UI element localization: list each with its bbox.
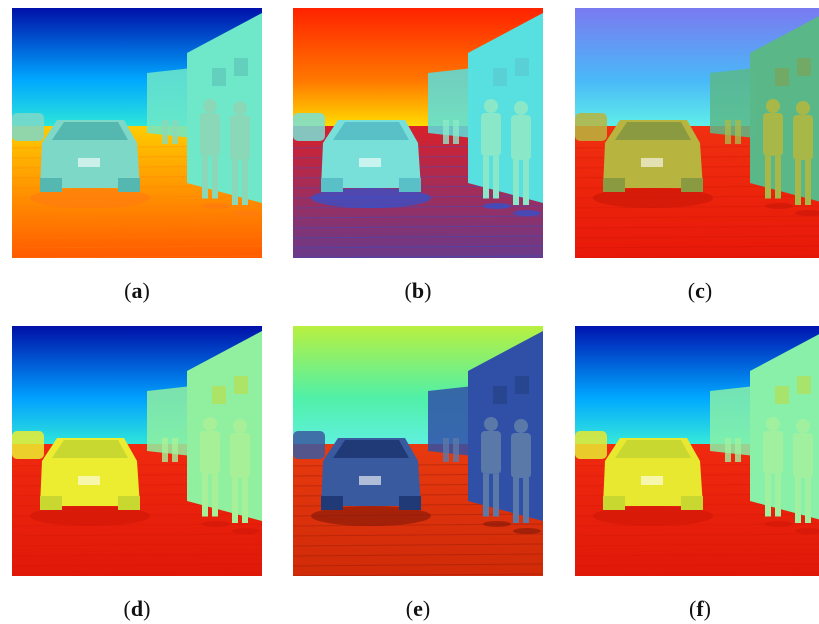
distant-person <box>735 438 741 462</box>
car-wheel <box>321 178 343 192</box>
car-shadow <box>30 188 150 208</box>
person-head <box>514 419 528 433</box>
person-head <box>766 417 780 431</box>
license-plate <box>78 158 100 167</box>
panel-label: b <box>411 278 425 303</box>
parked-car <box>293 431 325 459</box>
car-window <box>52 122 128 140</box>
person-head <box>233 419 247 433</box>
panel-c-caption: (c) <box>687 278 713 303</box>
building-small <box>428 386 473 456</box>
building-small <box>710 68 755 138</box>
person-body <box>763 431 783 474</box>
car-shadow <box>311 188 431 208</box>
car-window <box>333 440 409 458</box>
person-head <box>796 419 810 433</box>
panel-label: d <box>130 596 144 621</box>
person-body <box>511 115 531 160</box>
distant-person <box>735 120 741 144</box>
distant-person <box>725 120 731 144</box>
distant-person <box>162 120 168 144</box>
car-window <box>333 122 409 140</box>
car-wheel <box>40 178 62 192</box>
car-wheel <box>399 496 421 510</box>
car-window <box>615 122 691 140</box>
distant-person <box>443 120 449 144</box>
person-body <box>230 115 250 160</box>
car-wheel <box>681 496 703 510</box>
person-body <box>763 113 783 156</box>
person-head <box>796 101 810 115</box>
distant-person <box>443 438 449 462</box>
panel-a-image <box>12 8 262 258</box>
panel-d-caption: (d) <box>123 596 151 621</box>
car-wheel <box>399 178 421 192</box>
panel-e-image <box>293 326 543 576</box>
person-head <box>514 101 528 115</box>
building-small <box>428 68 473 138</box>
panel-label: a <box>131 278 143 303</box>
panel-label: f <box>696 596 704 621</box>
panel-d-image <box>12 326 262 576</box>
person-body <box>230 433 250 478</box>
person-body <box>793 115 813 160</box>
car-wheel <box>603 178 625 192</box>
parked-car <box>293 113 325 141</box>
person-body <box>511 433 531 478</box>
building-small <box>147 386 192 456</box>
person-head <box>233 101 247 115</box>
distant-person <box>172 438 178 462</box>
parked-car <box>12 431 44 459</box>
car-shadow <box>30 506 150 526</box>
person-head <box>766 99 780 113</box>
person-head <box>203 99 217 113</box>
distant-person <box>725 438 731 462</box>
car-wheel <box>681 178 703 192</box>
car-wheel <box>40 496 62 510</box>
car-wheel <box>603 496 625 510</box>
person-head <box>484 99 498 113</box>
license-plate <box>78 476 100 485</box>
person-body <box>200 113 220 156</box>
person-body <box>200 431 220 474</box>
panel-a-caption: (a) <box>124 278 150 303</box>
car-wheel <box>118 178 140 192</box>
panel-f-caption: (f) <box>689 596 711 621</box>
car-window <box>52 440 128 458</box>
panel-e-caption: (e) <box>405 596 431 621</box>
panel-f-image <box>575 326 819 576</box>
panel-label: e <box>413 596 423 621</box>
license-plate <box>641 476 663 485</box>
parked-car <box>575 431 607 459</box>
car-shadow <box>311 506 431 526</box>
panel-b-image <box>293 8 543 258</box>
distant-person <box>172 120 178 144</box>
panel-c-image <box>575 8 819 258</box>
car-wheel <box>321 496 343 510</box>
person-head <box>203 417 217 431</box>
license-plate <box>359 476 381 485</box>
car-shadow <box>593 506 713 526</box>
person-head <box>484 417 498 431</box>
distant-person <box>162 438 168 462</box>
person-body <box>793 433 813 478</box>
panel-b-caption: (b) <box>404 278 432 303</box>
panel-label: c <box>695 278 705 303</box>
car-window <box>615 440 691 458</box>
person-body <box>481 431 501 474</box>
car-wheel <box>118 496 140 510</box>
parked-car <box>575 113 607 141</box>
license-plate <box>641 158 663 167</box>
building-small <box>147 68 192 138</box>
building-small <box>710 386 755 456</box>
license-plate <box>359 158 381 167</box>
parked-car <box>12 113 44 141</box>
distant-person <box>453 120 459 144</box>
car-shadow <box>593 188 713 208</box>
person-body <box>481 113 501 156</box>
distant-person <box>453 438 459 462</box>
